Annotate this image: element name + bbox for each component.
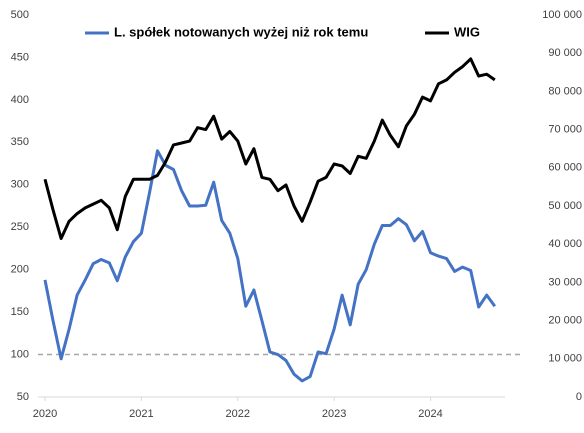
- y-tick-label: 200: [11, 264, 29, 276]
- y-tick-label: 50: [17, 391, 29, 403]
- x-tick-label: 2024: [418, 408, 442, 420]
- x-tick-label: 2021: [129, 408, 153, 420]
- y-tick-label: 400: [11, 94, 29, 106]
- series-line: [43, 149, 497, 383]
- y2-tick-label: 60 000: [548, 162, 582, 174]
- legend-label: WIG: [454, 24, 480, 39]
- x-tick-label: 2023: [322, 408, 346, 420]
- series-line: [43, 57, 496, 240]
- x-tick-label: 2022: [226, 408, 250, 420]
- y-tick-label: 250: [11, 221, 29, 233]
- y-tick-label: 350: [11, 136, 29, 148]
- y2-tick-label: 80 000: [548, 85, 582, 97]
- y2-tick-label: 20 000: [548, 315, 582, 327]
- x-tick-label: 2020: [33, 408, 57, 420]
- y2-tick-label: 50 000: [548, 200, 582, 212]
- y-tick-label: 450: [11, 51, 29, 63]
- y-tick-label: 500: [11, 9, 29, 21]
- legend-label: L. spółek notowanych wyżej niż rok temu: [114, 24, 368, 39]
- y2-tick-label: 100 000: [542, 9, 582, 21]
- y-tick-label: 150: [11, 306, 29, 318]
- y-tick-label: 300: [11, 179, 29, 191]
- y2-tick-label: 70 000: [548, 124, 582, 136]
- y-tick-label: 100: [11, 348, 29, 360]
- y2-tick-label: 40 000: [548, 238, 582, 250]
- y2-tick-label: 90 000: [548, 47, 582, 59]
- y2-tick-label: 10 000: [548, 353, 582, 365]
- y2-tick-label: 30 000: [548, 276, 582, 288]
- y2-tick-label: 0: [576, 391, 582, 403]
